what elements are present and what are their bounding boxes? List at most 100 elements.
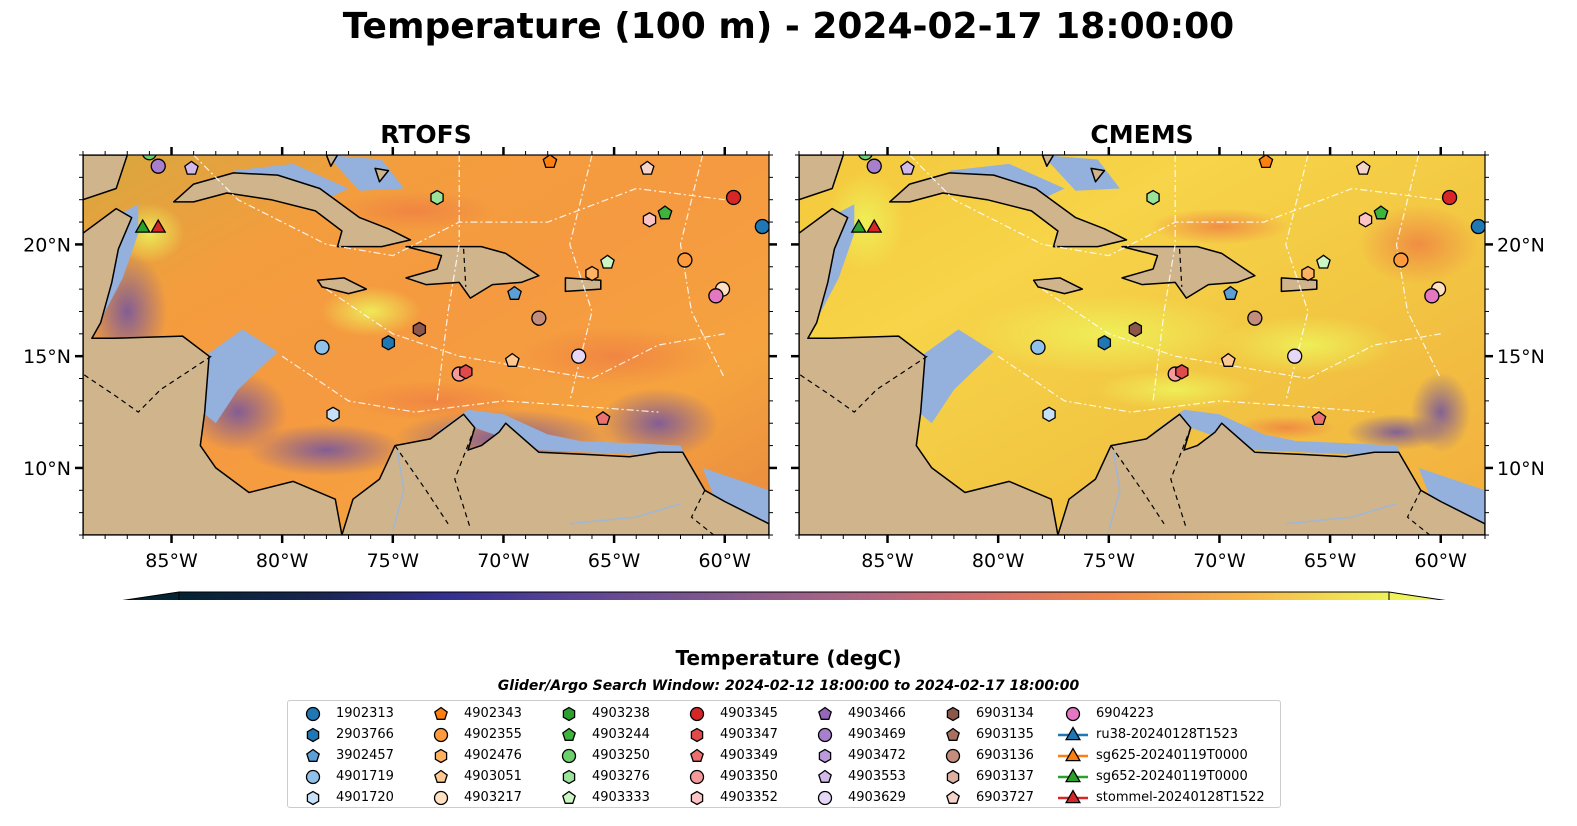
pentagon-icon (562, 727, 576, 741)
float-glider-legend: 1902313 2903766 3902457 4901719 4901720 49023… (287, 700, 1281, 808)
float-marker (1301, 265, 1315, 282)
legend-float-marker (946, 706, 960, 721)
hexagon-icon (562, 769, 576, 784)
legend-label: 4903244 (592, 727, 650, 742)
legend-label: 4903472 (848, 748, 906, 763)
legend-label: 4903347 (720, 727, 778, 742)
glider-marker (850, 218, 867, 233)
lon-tick-label: 75°W (1083, 550, 1136, 572)
triangle-line-icon (1058, 788, 1088, 803)
float-marker (507, 285, 522, 300)
legend-label: 6903135 (976, 727, 1034, 742)
legend-label: 6903137 (976, 769, 1034, 784)
float-marker (1316, 254, 1331, 269)
lon-tick-label: 60°W (1415, 550, 1468, 572)
legend-float-marker (434, 748, 448, 763)
circle-icon (561, 748, 577, 763)
lat-tick-label: 10°N (1497, 458, 1545, 480)
colorbar-label: Temperature (degC) (675, 646, 902, 670)
hexagon-icon (434, 748, 448, 763)
legend-float-marker (561, 748, 577, 763)
legend-float-marker (818, 706, 832, 720)
triangle-line-icon (1058, 767, 1088, 782)
legend-entry: 4903276 (554, 766, 650, 787)
circle-icon (689, 769, 705, 784)
circle-icon (817, 727, 833, 742)
circle-icon (433, 727, 449, 742)
figure-title: Temperature (100 m) - 2024-02-17 18:00:0… (342, 6, 1235, 47)
float-marker (754, 218, 769, 235)
lat-tick-label: 15°N (1497, 346, 1545, 368)
legend-label: 4903553 (848, 769, 906, 784)
legend-entry: 4903469 (810, 724, 906, 745)
legend-entry: 6903727 (938, 787, 1034, 808)
lon-tick-label: 65°W (588, 550, 641, 572)
legend-entry: 6903136 (938, 745, 1034, 766)
pentagon-icon (434, 706, 448, 720)
float-marker (585, 265, 599, 282)
hexagon-icon (306, 790, 320, 805)
float-marker (858, 155, 873, 161)
legend-float-marker (562, 706, 576, 721)
hexagon-icon (818, 748, 832, 763)
float-marker (1146, 189, 1160, 206)
legend-float-marker (818, 769, 832, 783)
legend-float-marker (817, 790, 833, 805)
float-marker (430, 189, 444, 206)
legend-float-marker (306, 790, 320, 805)
circle-icon (305, 706, 321, 721)
legend-label: 4903629 (848, 790, 906, 805)
legend-entry: 4903347 (682, 724, 778, 745)
lon-tick-label: 65°W (1304, 550, 1357, 572)
legend-float-marker (305, 706, 321, 721)
legend-label: 4903349 (720, 748, 778, 763)
float-marker (1311, 410, 1327, 426)
hexagon-icon (946, 706, 960, 721)
legend-label: 4903276 (592, 769, 650, 784)
float-marker (381, 335, 396, 351)
lon-tick-label: 60°W (699, 550, 752, 572)
legend-label: stommel-20240128T1522 (1096, 790, 1265, 805)
legend-entry: sg652-20240119T0000 (1058, 766, 1248, 787)
float-marker (639, 160, 655, 175)
circle-icon (689, 706, 705, 721)
legend-float-marker (946, 769, 960, 784)
circle-icon (1065, 706, 1081, 721)
legend-entry: 4903472 (810, 745, 906, 766)
lon-tick-label: 85°W (145, 550, 198, 572)
lat-tick-label: 10°N (23, 458, 71, 480)
legend-entry: 4902355 (426, 724, 522, 745)
lat-tick-label: 15°N (23, 346, 71, 368)
legend-float-marker (1065, 706, 1081, 721)
legend-float-marker (945, 748, 961, 763)
float-marker (1247, 310, 1263, 326)
float-marker (314, 339, 330, 355)
legend-float-marker (306, 727, 320, 742)
legend-float-marker (689, 769, 705, 784)
legend-label: 6903136 (976, 748, 1034, 763)
float-marker (642, 212, 657, 228)
legend-float-marker (434, 706, 448, 720)
legend-float-marker (433, 790, 449, 805)
float-marker (1441, 189, 1458, 206)
legend-float-marker (946, 727, 960, 741)
lon-tick-label: 80°W (256, 550, 309, 572)
float-marker (1287, 348, 1303, 364)
pentagon-icon (434, 769, 448, 783)
hexagon-icon (562, 706, 576, 721)
float-marker (1393, 252, 1409, 268)
legend-glider-marker (1064, 725, 1082, 740)
float-marker (459, 364, 473, 380)
legend-label: sg625-20240119T0000 (1096, 748, 1248, 763)
float-marker (1373, 205, 1389, 220)
float-marker (657, 205, 673, 220)
float-marker (1097, 335, 1112, 351)
float-marker (1042, 406, 1056, 423)
lon-tick-label: 75°W (367, 550, 420, 572)
lat-tick-label: 20°N (23, 234, 71, 256)
legend-label: 1902313 (336, 706, 394, 721)
float-marker (571, 348, 587, 364)
legend-float-marker (817, 727, 833, 742)
float-marker (1358, 212, 1373, 228)
float-marker (708, 288, 724, 304)
